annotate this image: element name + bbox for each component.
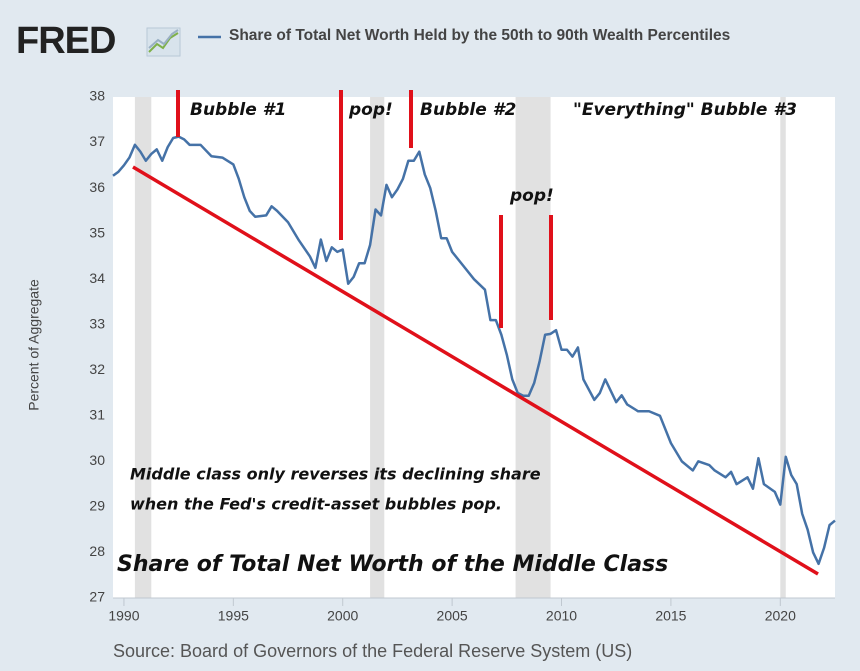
x-tick-label: 2015 [655,608,686,624]
brand-logo: FRED [16,20,115,62]
y-tick-label: 29 [89,498,105,514]
x-tick-label: 1995 [218,608,249,624]
x-tick-label: 2010 [546,608,577,624]
source: Source: Board of Governors of the Federa… [113,641,632,661]
annotation: Bubble #1 [190,100,286,120]
y-tick-label: 28 [89,543,105,559]
y-axis-label: Percent of Aggregate [26,279,42,411]
y-tick-label: 35 [89,224,105,240]
y-tick-label: 33 [89,315,105,331]
y-tick-label: 27 [89,589,105,605]
annotation: pop! [509,186,554,206]
recession-band [515,97,551,598]
annotation: "Everything" Bubble #3 [573,100,797,120]
x-tick-label: 2000 [327,608,358,624]
y-tick-label: 38 [89,88,105,104]
y-tick-label: 36 [89,179,105,195]
recession-band [780,97,786,598]
annotation: pop! [348,100,393,120]
logo-icon [146,27,181,57]
trend-line [132,165,819,576]
y-tick-label: 31 [89,407,105,423]
recession-band [370,97,385,598]
annotation: Middle class only reverses its declining… [130,465,541,484]
y-tick-label: 30 [89,452,105,468]
x-tick-label: 1990 [108,608,139,624]
annotation-markers [176,90,553,328]
x-tick-label: 2005 [437,608,468,624]
y-tick-label: 32 [89,361,105,377]
x-tick-label: 2020 [765,608,796,624]
legend-label: Share of Total Net Worth Held by the 50t… [229,27,731,44]
y-tick-label: 34 [89,270,105,286]
annotation: Share of Total Net Worth of the Middle C… [117,552,668,577]
series-line [112,135,836,566]
recession-band [134,97,152,598]
plot-area [113,97,835,598]
annotation: when the Fed's credit-asset bubbles pop. [130,495,502,514]
y-tick-label: 37 [89,133,105,149]
annotation: Bubble #2 [420,100,516,120]
